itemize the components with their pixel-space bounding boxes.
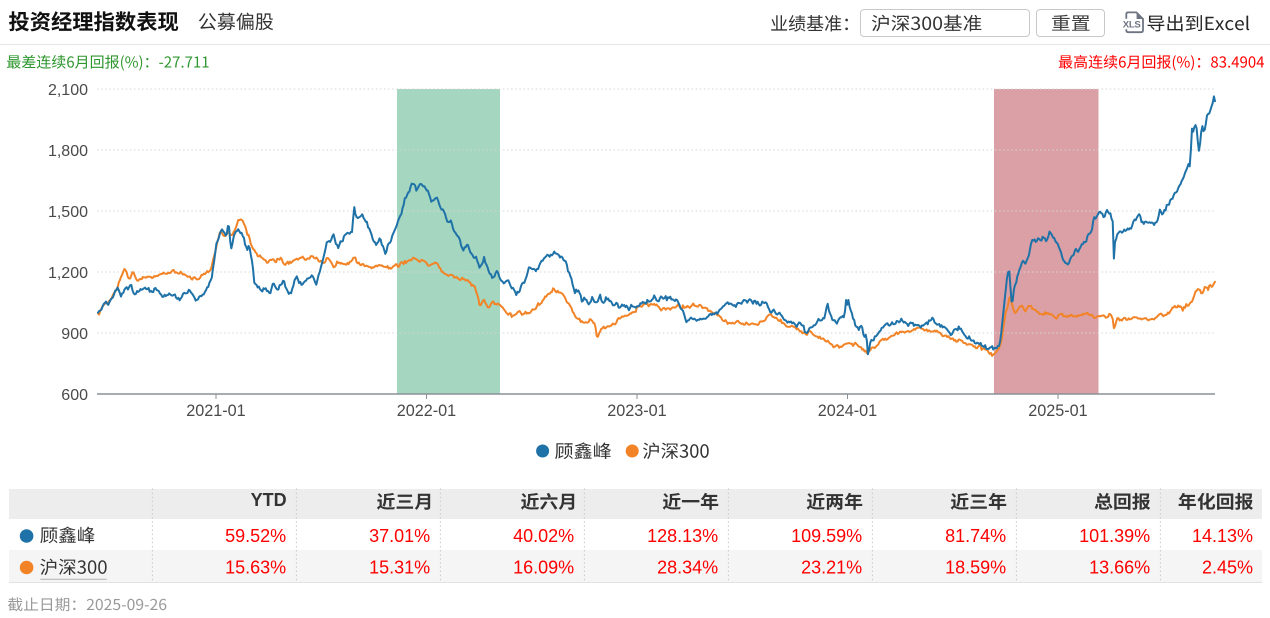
svg-text:13.66%: 13.66% — [1089, 557, 1150, 577]
svg-text:900: 900 — [61, 326, 88, 343]
svg-text:2,100: 2,100 — [48, 82, 88, 99]
svg-text:40.02%: 40.02% — [513, 526, 574, 546]
svg-text:2022-01: 2022-01 — [397, 402, 456, 420]
svg-text:23.21%: 23.21% — [801, 557, 862, 577]
svg-text:2.45%: 2.45% — [1202, 557, 1253, 577]
svg-text:YTD: YTD — [251, 490, 287, 510]
svg-text:2021-01: 2021-01 — [186, 402, 245, 420]
svg-text:1,500: 1,500 — [48, 204, 88, 221]
svg-text:37.01%: 37.01% — [369, 526, 430, 546]
svg-text:18.59%: 18.59% — [945, 557, 1006, 577]
svg-text:600: 600 — [61, 387, 88, 404]
svg-text:101.39%: 101.39% — [1079, 526, 1150, 546]
svg-text:28.34%: 28.34% — [657, 557, 718, 577]
svg-text:59.52%: 59.52% — [225, 526, 286, 546]
svg-text:109.59%: 109.59% — [791, 526, 862, 546]
svg-text:15.31%: 15.31% — [369, 557, 430, 577]
svg-text:15.63%: 15.63% — [225, 557, 286, 577]
svg-text:XLS: XLS — [1123, 20, 1142, 31]
svg-text:2024-01: 2024-01 — [818, 402, 877, 420]
svg-text:81.74%: 81.74% — [945, 526, 1006, 546]
svg-text:2025-01: 2025-01 — [1028, 402, 1087, 420]
svg-text:14.13%: 14.13% — [1192, 526, 1253, 546]
svg-text:1,200: 1,200 — [48, 265, 88, 282]
svg-text:128.13%: 128.13% — [647, 526, 718, 546]
svg-text:2023-01: 2023-01 — [607, 402, 666, 420]
svg-text:16.09%: 16.09% — [513, 557, 574, 577]
svg-text:1,800: 1,800 — [48, 143, 88, 160]
